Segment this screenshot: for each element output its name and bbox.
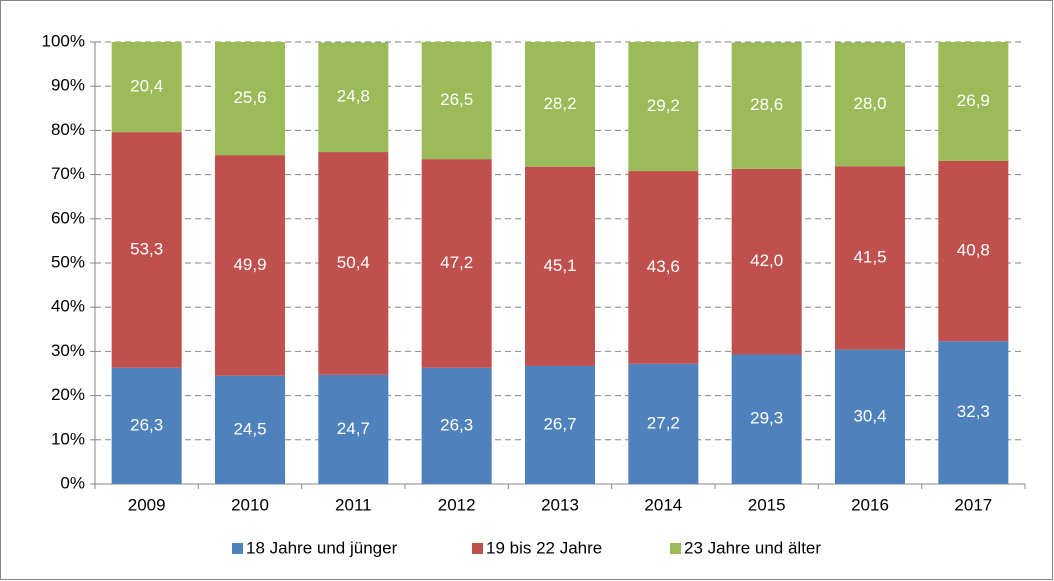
bar-segment [215, 375, 285, 484]
x-tick-label: 2016 [851, 495, 889, 514]
bar-segment [835, 349, 905, 484]
x-tick-label: 2010 [231, 495, 269, 514]
data-label: 27,2 [647, 413, 680, 432]
bar-segment [421, 42, 492, 160]
y-tick-label: 70% [51, 164, 85, 183]
x-tick-label: 2015 [748, 495, 786, 514]
x-tick-label: 2012 [438, 495, 476, 514]
data-label: 26,7 [543, 414, 576, 433]
bar-segment [525, 166, 595, 366]
bar-segment [731, 168, 802, 355]
data-label: 53,3 [130, 239, 163, 258]
bar-segment [111, 42, 182, 133]
bar-segment [525, 42, 595, 167]
bar-segment [628, 171, 699, 364]
x-tick-label: 2011 [335, 495, 372, 514]
data-label: 45,1 [543, 256, 576, 275]
x-tick-label: 2017 [954, 495, 992, 514]
x-tick-label: 2014 [644, 495, 682, 514]
data-label: 26,9 [957, 91, 990, 110]
data-label: 41,5 [853, 247, 886, 266]
bar-segment [938, 42, 1009, 161]
data-label: 28,6 [750, 95, 783, 114]
bar-segment [938, 160, 1009, 342]
data-label: 25,6 [233, 88, 266, 107]
y-tick-label: 20% [51, 385, 85, 404]
y-tick-label: 90% [51, 76, 85, 95]
data-label: 50,4 [337, 253, 370, 272]
bar-segment [215, 155, 285, 376]
bar-segment [421, 367, 492, 484]
data-label: 42,0 [750, 251, 783, 270]
y-tick-label: 40% [51, 297, 85, 316]
legend-swatch [670, 543, 681, 554]
legend-swatch [472, 543, 483, 554]
data-label: 26,3 [130, 415, 163, 434]
y-tick-label: 50% [51, 252, 85, 271]
bar-segment [628, 363, 699, 484]
data-label: 24,8 [337, 87, 370, 106]
bar-segment [525, 365, 595, 484]
bar-segment [215, 42, 285, 156]
data-label: 24,5 [233, 419, 266, 438]
x-tick-label: 2013 [541, 495, 579, 514]
bar-segment [835, 166, 905, 350]
bar-segment [938, 341, 1009, 484]
bar-segment [835, 42, 905, 167]
legend-label: 23 Jahre und älter [684, 538, 821, 557]
bar-segment [731, 354, 802, 484]
data-label: 24,7 [337, 419, 370, 438]
data-label: 20,4 [130, 77, 163, 96]
bar-segment [111, 132, 182, 368]
x-tick-label: 2009 [128, 495, 166, 514]
y-tick-label: 100% [42, 31, 85, 50]
data-label: 29,3 [750, 409, 783, 428]
data-label: 26,3 [440, 415, 473, 434]
y-tick-label: 60% [51, 208, 85, 227]
bar-segment [318, 152, 389, 375]
legend-label: 19 bis 22 Jahre [486, 538, 602, 557]
bar-segment [111, 367, 182, 484]
y-tick-label: 80% [51, 120, 85, 139]
data-label: 43,6 [647, 257, 680, 276]
bar-segment [318, 374, 389, 484]
bar-segment [318, 42, 389, 153]
data-label: 49,9 [233, 255, 266, 274]
data-label: 28,2 [543, 94, 576, 113]
data-label: 32,3 [957, 402, 990, 421]
data-label: 28,0 [853, 94, 886, 113]
data-label: 26,5 [440, 90, 473, 109]
bar-segment [628, 42, 699, 172]
legend-swatch [232, 543, 243, 554]
y-tick-label: 0% [60, 473, 85, 492]
data-label: 40,8 [957, 241, 990, 260]
y-tick-label: 10% [51, 429, 85, 448]
data-label: 29,2 [647, 96, 680, 115]
y-tick-label: 30% [51, 341, 85, 360]
bar-segment [731, 42, 802, 169]
data-label: 47,2 [440, 253, 473, 272]
data-label: 30,4 [853, 406, 886, 425]
bar-segment [421, 159, 492, 368]
legend-label: 18 Jahre und jünger [246, 538, 398, 557]
